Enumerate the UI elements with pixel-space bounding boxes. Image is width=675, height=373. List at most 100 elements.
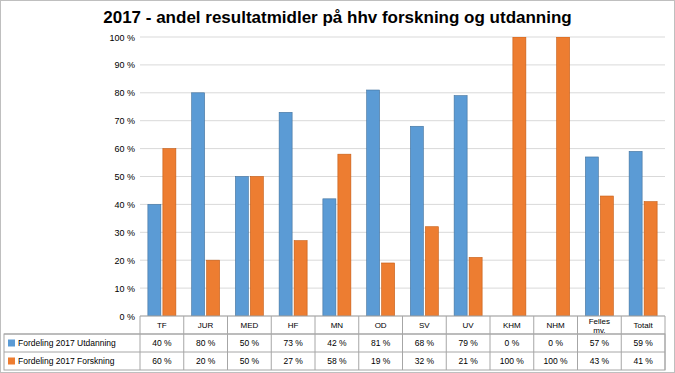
grid-line <box>140 92 665 93</box>
bar <box>600 196 613 316</box>
y-tick-label: 80 % <box>114 88 135 98</box>
bar <box>382 263 395 316</box>
x-tick-label: Totalt <box>634 321 654 330</box>
x-tick-label-part: Totalt <box>634 321 654 330</box>
table-col-line <box>140 316 141 370</box>
table-value: 50 % <box>240 338 260 348</box>
x-tick-label-part: mv. <box>593 326 605 335</box>
y-tick-label: 0 % <box>119 312 135 322</box>
table-value: 60 % <box>152 356 172 366</box>
x-tick-label-part: SV <box>419 321 430 330</box>
bar <box>410 126 423 316</box>
x-tick-label: JUR <box>198 321 214 330</box>
table-value: 42 % <box>327 338 347 348</box>
table-frame <box>4 334 665 370</box>
bar <box>338 154 351 316</box>
table-col-line <box>227 316 228 370</box>
table-value: 59 % <box>633 338 653 348</box>
table-value: 50 % <box>240 356 260 366</box>
x-tick-label: Fellesmv. <box>589 317 610 335</box>
grid-line <box>140 64 665 65</box>
table-col-line <box>577 316 578 370</box>
table-value: 80 % <box>196 338 216 348</box>
bar <box>454 96 467 316</box>
x-tick-label: OD <box>375 321 387 330</box>
bar <box>644 202 657 316</box>
x-tick-label-part: KHM <box>503 321 521 330</box>
bar <box>323 199 336 316</box>
x-tick-label-part: JUR <box>198 321 214 330</box>
x-tick-label-part: MED <box>240 321 258 330</box>
table-value: 21 % <box>458 356 478 366</box>
x-tick-label-part: TF <box>157 321 167 330</box>
bar <box>279 112 292 316</box>
x-tick-label-part: MN <box>331 321 344 330</box>
bar <box>585 157 598 316</box>
table-value: 100 % <box>544 356 569 366</box>
bar <box>250 177 263 317</box>
table-col-line <box>446 316 447 370</box>
legend-swatch <box>8 358 15 365</box>
grid-line <box>140 37 665 38</box>
table-value: 32 % <box>415 356 435 366</box>
table-value: 0 % <box>505 338 520 348</box>
table-value: 79 % <box>458 338 478 348</box>
y-tick-label: 50 % <box>114 172 135 182</box>
bar <box>367 90 380 316</box>
x-tick-label-part: HF <box>288 321 299 330</box>
x-tick-label: SV <box>419 321 430 330</box>
table-col-line <box>183 316 184 370</box>
table-row-line <box>4 334 665 335</box>
y-tick-label: 10 % <box>114 284 135 294</box>
bar <box>207 260 220 316</box>
x-tick-label-part: Felles <box>589 317 610 326</box>
x-tick-label-part: UV <box>463 321 475 330</box>
table-value: 68 % <box>415 338 435 348</box>
background <box>1 1 675 373</box>
title: 2017 - andel resultatmidler på hhv forsk… <box>103 8 572 27</box>
y-tick-label: 20 % <box>114 256 135 266</box>
table-value: 73 % <box>283 338 303 348</box>
x-tick-label: HF <box>288 321 299 330</box>
y-tick-label: 100 % <box>109 33 135 43</box>
bar <box>192 93 205 316</box>
x-tick-label: UV <box>463 321 475 330</box>
table-value: 100 % <box>500 356 525 366</box>
bar <box>629 151 642 316</box>
bar <box>425 227 438 316</box>
grid-line <box>140 148 665 149</box>
table-col-line <box>533 316 534 370</box>
bar <box>513 37 526 316</box>
y-tick-label: 40 % <box>114 200 135 210</box>
y-tick-label: 70 % <box>114 116 135 126</box>
table-value: 43 % <box>590 356 610 366</box>
x-tick-label: KHM <box>503 321 521 330</box>
table-col-line <box>665 316 666 370</box>
y-tick-label: 60 % <box>114 144 135 154</box>
x-tick-label-part: NHM <box>547 321 566 330</box>
bar <box>557 37 570 316</box>
table-col-line <box>315 316 316 370</box>
bars <box>148 37 657 316</box>
bar <box>163 149 176 316</box>
table-row-line <box>4 352 665 353</box>
x-tick-label: TF <box>157 321 167 330</box>
table-value: 58 % <box>327 356 347 366</box>
table-col-line <box>358 316 359 370</box>
table-value: 20 % <box>196 356 216 366</box>
x-tick-label: MN <box>331 321 344 330</box>
table-value: 57 % <box>590 338 610 348</box>
bar <box>235 177 248 317</box>
y-tick-label: 90 % <box>114 60 135 70</box>
y-tick-label: 30 % <box>114 228 135 238</box>
bar <box>294 241 307 316</box>
table-col-line <box>621 316 622 370</box>
table-col-line <box>402 316 403 370</box>
table-col-line <box>271 316 272 370</box>
legend-label: Fordeling 2017 Forskning <box>18 356 115 366</box>
table-value: 19 % <box>371 356 391 366</box>
bar <box>148 204 161 316</box>
x-tick-label-part: OD <box>375 321 387 330</box>
bar <box>469 257 482 316</box>
table-value: 40 % <box>152 338 172 348</box>
